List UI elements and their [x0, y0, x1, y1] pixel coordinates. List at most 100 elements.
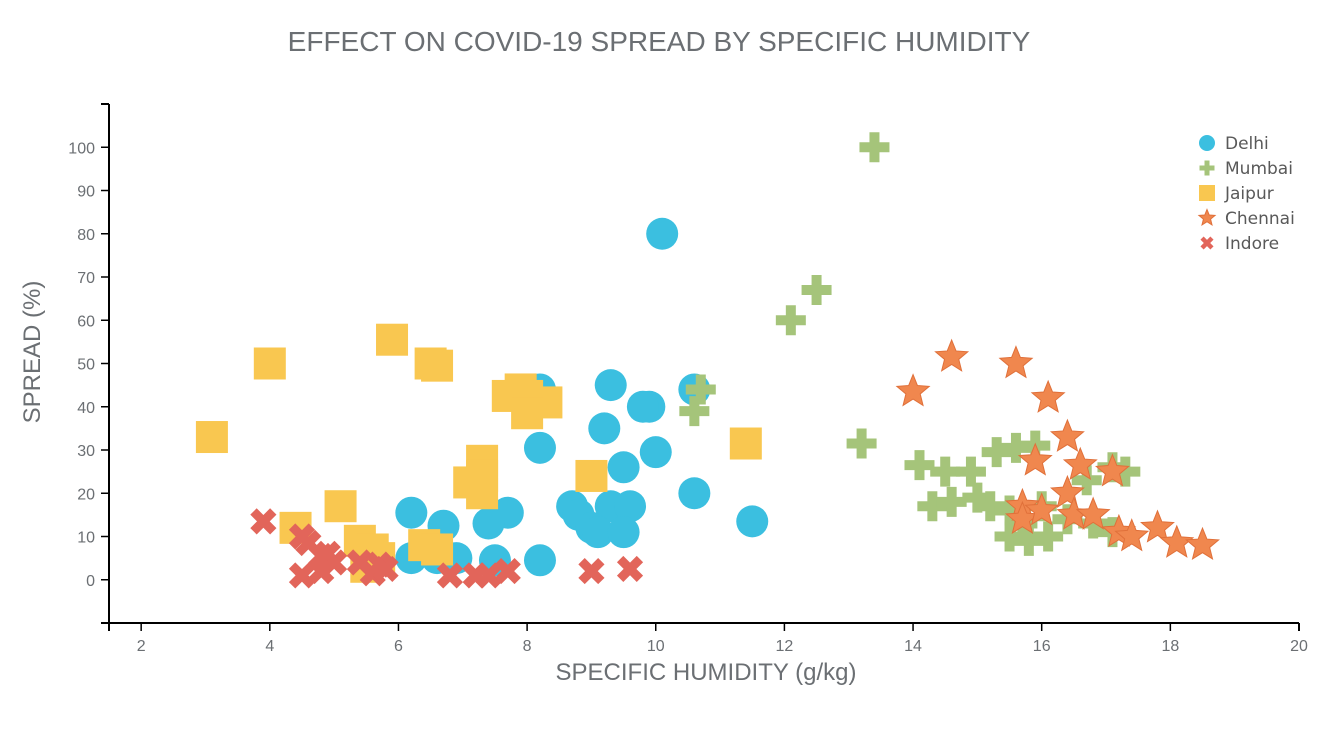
data-point [736, 505, 769, 538]
data-point [324, 490, 357, 523]
data-point [1033, 521, 1064, 552]
data-point [859, 132, 890, 163]
data-point [588, 412, 621, 445]
data-point [523, 431, 556, 464]
data-point [523, 544, 556, 577]
y-tick-label: 10 [77, 530, 95, 547]
x-tick-label: 12 [776, 638, 794, 655]
data-point [195, 421, 228, 454]
data-point [607, 451, 640, 484]
data-point [594, 369, 627, 402]
data-point [639, 436, 672, 469]
y-tick-label: 70 [77, 270, 95, 287]
y-tick-label: 0 [86, 573, 95, 590]
data-point [1030, 379, 1066, 413]
series-jaipur [195, 323, 762, 583]
data-point [376, 323, 409, 356]
data-point [395, 496, 428, 529]
y-tick-label: 20 [77, 486, 95, 503]
data-point [1159, 524, 1195, 558]
data-point [436, 562, 464, 589]
data-point [1000, 432, 1031, 463]
y-axis-title: SPREAD (%) [19, 281, 46, 424]
data-point [421, 533, 454, 566]
data-point [253, 347, 286, 380]
legend-marker [1200, 236, 1214, 250]
legend: Delhi Mumbai Jaipur Chennai Indore [1197, 134, 1295, 254]
legend-marker [1199, 160, 1215, 176]
legend-label: Jaipur [1224, 184, 1274, 204]
series-delhi [395, 217, 769, 577]
data-point [895, 373, 931, 407]
data-point [372, 555, 399, 583]
data-point [1114, 518, 1150, 552]
x-tick-label: 8 [523, 638, 532, 655]
data-point [1075, 496, 1111, 530]
data-point [1185, 526, 1220, 560]
data-point [775, 305, 806, 336]
data-point [1140, 509, 1175, 543]
x-tick-label: 4 [265, 638, 274, 655]
data-point [494, 558, 521, 585]
data-point [975, 491, 1006, 522]
data-point [1095, 453, 1130, 487]
legend-item-mumbai: Mumbai [1199, 159, 1293, 179]
data-point [475, 562, 502, 589]
axes: 0 10 20 30 40 50 60 70 80 90 100 2 4 6 8 10 12 14 16 18 20 [68, 103, 1308, 655]
series-chennai [895, 338, 1220, 560]
y-tick-label: 30 [77, 443, 95, 460]
data-point [1013, 525, 1044, 556]
data-point [994, 521, 1025, 552]
chart-title: EFFECT ON COVID-19 SPREAD BY SPECIFIC HU… [288, 26, 1031, 57]
data-point [934, 338, 970, 372]
y-tick-label: 60 [77, 313, 95, 330]
data-point [466, 477, 499, 510]
series-indore [250, 508, 644, 589]
data-point [314, 540, 341, 567]
data-point [614, 490, 647, 523]
x-tick-label: 10 [647, 638, 665, 655]
legend-marker [1199, 135, 1215, 151]
legend-label: Chennai [1225, 209, 1295, 229]
data-point [288, 562, 316, 589]
data-point [1078, 508, 1109, 539]
legend-marker [1197, 208, 1217, 226]
y-tick-label: 80 [77, 227, 95, 244]
x-tick-label: 20 [1290, 638, 1308, 655]
data-point [1049, 474, 1085, 509]
x-tick-label: 6 [394, 638, 403, 655]
legend-label: Mumbai [1225, 159, 1293, 179]
legend-label: Delhi [1225, 134, 1269, 154]
data-point [578, 558, 605, 585]
data-point [250, 508, 277, 535]
data-point [607, 516, 640, 549]
data-point [1062, 446, 1098, 480]
y-tick-label: 100 [68, 140, 95, 157]
legend-item-delhi: Delhi [1199, 134, 1269, 154]
data-point [801, 274, 832, 305]
data-point [421, 349, 454, 382]
x-axis-title: SPECIFIC HUMIDITY (g/kg) [556, 659, 857, 686]
legend-item-jaipur: Jaipur [1199, 184, 1274, 204]
y-tick-label: 40 [77, 400, 95, 417]
data-point [955, 456, 986, 487]
data-point [1110, 456, 1141, 487]
data-point [1071, 465, 1102, 496]
legend-marker [1199, 185, 1215, 201]
y-tick-label: 50 [77, 357, 95, 374]
data-point [511, 397, 544, 430]
x-tick-label: 14 [904, 638, 922, 655]
data-points [195, 132, 1220, 589]
data-point [846, 428, 877, 459]
legend-label: Indore [1225, 234, 1279, 254]
data-point [936, 486, 967, 517]
data-point [1024, 492, 1060, 526]
data-point [575, 459, 608, 492]
data-point [1017, 442, 1053, 476]
data-point [962, 482, 993, 513]
legend-item-indore: Indore [1200, 234, 1279, 254]
x-tick-label: 16 [1033, 638, 1051, 655]
data-point [679, 396, 710, 427]
data-point [729, 427, 762, 460]
legend-item-chennai: Chennai [1197, 208, 1295, 229]
